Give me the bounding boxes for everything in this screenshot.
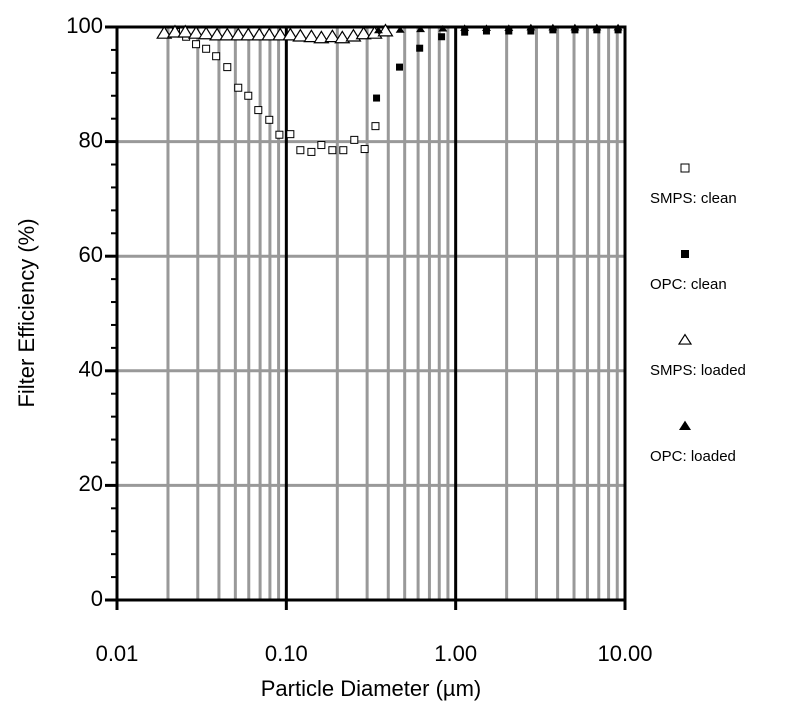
data-point (296, 146, 305, 155)
data-point (198, 26, 215, 40)
data-point (177, 24, 194, 38)
data-point (505, 27, 513, 35)
data-point (272, 27, 289, 41)
data-point (230, 27, 247, 41)
data-point (373, 26, 383, 34)
legend-label: SMPS: clean (650, 190, 737, 207)
data-point (355, 26, 372, 40)
data-point (481, 24, 491, 31)
data-point (261, 27, 278, 41)
data-point (286, 130, 295, 139)
data-point (223, 63, 232, 72)
data-point (396, 63, 404, 71)
data-point (219, 27, 236, 41)
data-point (244, 91, 253, 100)
data-point (275, 130, 284, 139)
y-tick-label: 60 (79, 242, 103, 267)
data-point (209, 27, 226, 41)
plot-frame (115, 25, 627, 602)
data-point (282, 27, 299, 41)
data-point (438, 24, 448, 32)
data-point (416, 25, 426, 33)
legend-label: OPC: clean (650, 276, 727, 293)
legend-label: OPC: loaded (650, 448, 736, 465)
data-point (202, 44, 211, 53)
data-point (334, 30, 351, 44)
y-tick-label: 80 (79, 127, 103, 152)
data-point (548, 23, 558, 31)
data-point (482, 27, 490, 35)
data-point (317, 141, 326, 150)
data-point (307, 147, 316, 156)
data-point (166, 24, 184, 38)
data-point (371, 122, 380, 131)
data-point (328, 146, 337, 155)
data-point (240, 27, 257, 41)
legend-marker (679, 420, 691, 431)
x-tick-label: 10.00 (597, 641, 652, 666)
data-point (461, 28, 469, 36)
data-point (526, 23, 536, 31)
legend-marker (677, 333, 693, 345)
data-point (292, 28, 309, 42)
data-point (313, 30, 330, 44)
data-point (416, 44, 424, 52)
y-tick-label: 40 (79, 357, 103, 382)
data-point (592, 23, 602, 31)
data-point (339, 146, 348, 155)
data-point (360, 145, 369, 154)
data-point (156, 25, 173, 39)
data-point (570, 23, 580, 31)
data-point (192, 40, 201, 49)
data-point (254, 106, 263, 115)
y-tick-label: 20 (79, 471, 103, 496)
data-point (504, 24, 514, 31)
y-axis-label: Filter Efficiency (%) (14, 218, 39, 407)
y-tick-label: 100 (66, 13, 103, 38)
data-point (460, 24, 470, 31)
data-point (373, 94, 381, 102)
legend-marker (680, 163, 690, 173)
data-point (234, 83, 243, 92)
data-point (251, 27, 268, 41)
data-point (265, 115, 274, 124)
legend-marker (681, 250, 689, 258)
data-point (438, 33, 446, 41)
data-point (527, 27, 535, 35)
data-point (212, 52, 221, 61)
x-tick-label: 0.10 (265, 641, 308, 666)
data-point (613, 23, 623, 31)
data-point (395, 26, 405, 33)
data-point (187, 25, 205, 39)
x-tick-label: 0.01 (96, 641, 139, 666)
x-tick-label: 1.00 (434, 641, 477, 666)
data-point (350, 135, 359, 144)
data-point (324, 29, 341, 43)
y-tick-label: 0 (91, 586, 103, 611)
data-point (303, 29, 320, 43)
x-axis-label: Particle Diameter (µm) (261, 676, 481, 701)
legend-label: SMPS: loaded (650, 362, 746, 379)
